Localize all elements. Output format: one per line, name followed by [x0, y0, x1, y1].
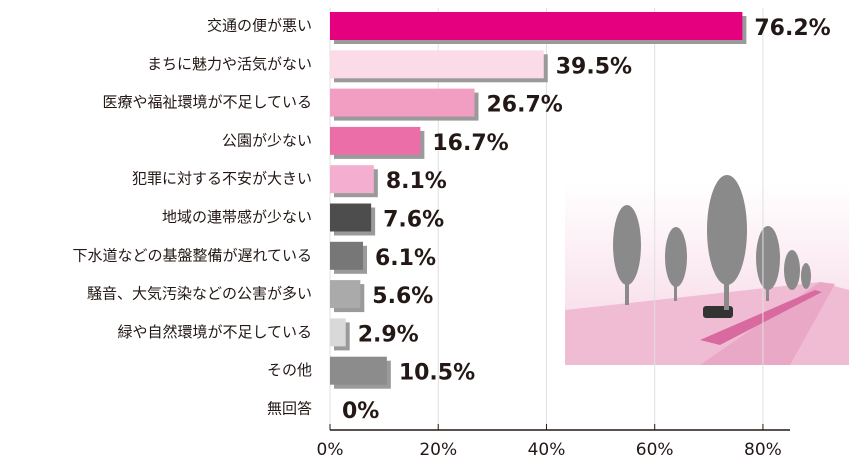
category-label: 医療や福祉環境が不足している	[102, 93, 312, 111]
bar	[330, 12, 742, 40]
bar	[330, 318, 346, 346]
value-label: 6.1%	[375, 246, 436, 271]
category-label: 犯罪に対する不安が大きい	[132, 170, 312, 188]
bar	[330, 50, 544, 78]
x-tick-label: 40%	[528, 440, 566, 457]
page: 0% 20% 40% 60% 80% 交通の便が悪い 76.2% まちに魅力や活気がない 39.…	[0, 0, 849, 457]
category-label: 下水道などの基盤整備が遅れている	[72, 246, 312, 264]
value-label: 26.7%	[486, 93, 562, 118]
value-label: 8.1%	[386, 169, 447, 194]
chart: 0% 20% 40% 60% 80% 交通の便が悪い 76.2% まちに魅力や活気がない 39.…	[0, 0, 849, 457]
value-label: 5.6%	[372, 284, 433, 309]
value-label: 16.7%	[432, 131, 508, 156]
value-label: 10.5%	[399, 361, 475, 386]
category-label: 騒音、大気汚染などの公害が多い	[87, 285, 312, 303]
x-tick-label: 80%	[744, 440, 782, 457]
category-label: 公園が少ない	[222, 131, 312, 149]
category-label: 交通の便が悪い	[207, 17, 312, 35]
category-label: 無回答	[267, 400, 312, 418]
category-label: その他	[267, 361, 312, 379]
x-tick-label: 60%	[636, 440, 674, 457]
category-label: まちに魅力や活気がない	[147, 55, 312, 73]
category-label: 地域の連帯感が少ない	[162, 208, 312, 226]
value-label: 0%	[342, 399, 379, 424]
bar	[330, 127, 420, 155]
value-label: 2.9%	[358, 322, 419, 347]
x-tick-label: 20%	[419, 440, 457, 457]
bar	[330, 204, 371, 232]
illustration	[565, 175, 849, 365]
bar	[330, 89, 474, 117]
bar	[330, 242, 363, 270]
bar	[330, 280, 360, 308]
value-label: 76.2%	[754, 16, 830, 41]
category-label: 緑や自然環境が不足している	[117, 323, 312, 341]
bar	[330, 357, 387, 385]
value-label: 7.6%	[383, 208, 444, 233]
value-label: 39.5%	[556, 54, 632, 79]
bar	[330, 165, 374, 193]
x-tick-label: 0%	[317, 440, 344, 457]
